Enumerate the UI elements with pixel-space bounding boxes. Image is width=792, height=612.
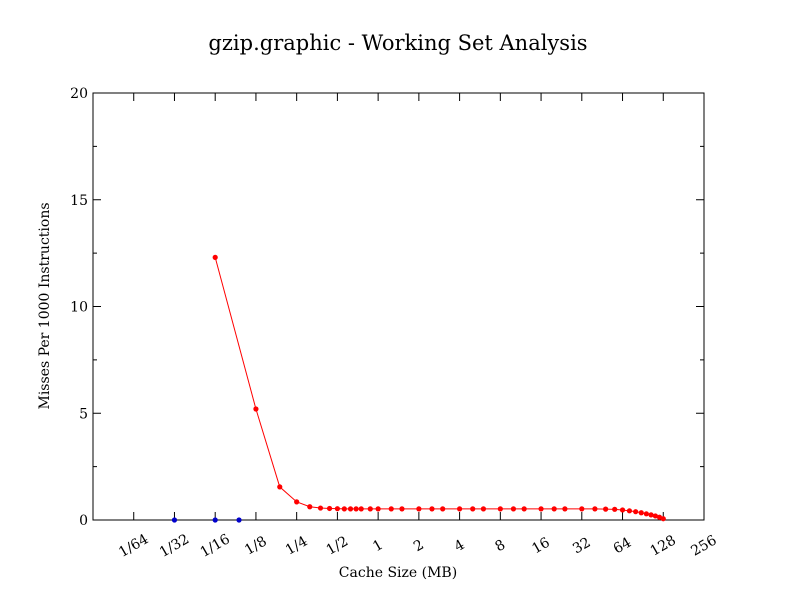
data-point [388,506,394,512]
data-point [399,506,405,512]
y-tick-label: 10 [70,300,88,316]
x-tick-label: 32 [570,535,593,558]
data-point [480,506,487,512]
data-point [294,499,300,505]
data-point [212,517,218,523]
data-point [358,506,364,512]
data-point [440,506,446,512]
data-point [341,506,347,512]
data-point [619,507,626,513]
data-point [253,406,259,412]
data-point [236,517,242,523]
data-point [626,508,633,514]
y-tick-label: 15 [70,193,88,209]
series-1 [171,517,242,523]
data-point [562,506,568,512]
data-point [470,506,476,512]
data-point [603,506,609,512]
chart-title: gzip.graphic - Working Set Analysis [208,31,587,55]
data-point [592,506,598,512]
y-axis-label: Misses Per 1000 Instructions [37,202,53,409]
x-tick-label: 16 [529,535,553,558]
data-point [375,506,381,512]
data-point [648,512,654,518]
data-point [521,506,527,512]
series-0 [212,254,666,522]
data-point [347,506,354,512]
data-point [367,506,373,512]
data-point [416,506,422,512]
data-point [638,510,644,516]
data-point [212,254,218,260]
data-point [612,506,618,512]
x-axis-label: Cache Size (MB) [339,565,457,581]
data-point [652,513,659,519]
data-point [429,506,435,512]
x-tick-label: 64 [611,535,635,558]
data-point [660,516,666,522]
data-point [551,506,557,512]
data-point [326,505,333,512]
y-axis-ticks: 0 5 10 15 20 [70,86,704,529]
data-point [353,506,359,512]
y-tick-label: 0 [79,513,88,529]
y-tick-label: 20 [70,86,88,102]
y-tick-label: 5 [79,406,88,422]
data-point [497,506,503,512]
data-point [457,506,463,512]
data-point [171,517,178,523]
data-point [334,506,340,512]
data-point [643,511,649,517]
data-point [633,509,639,515]
data-point [277,484,283,490]
data-point [307,504,313,510]
series-layer [171,254,666,523]
data-point [510,506,517,512]
data-point [579,506,585,512]
data-point [538,506,544,512]
data-point [317,505,324,511]
